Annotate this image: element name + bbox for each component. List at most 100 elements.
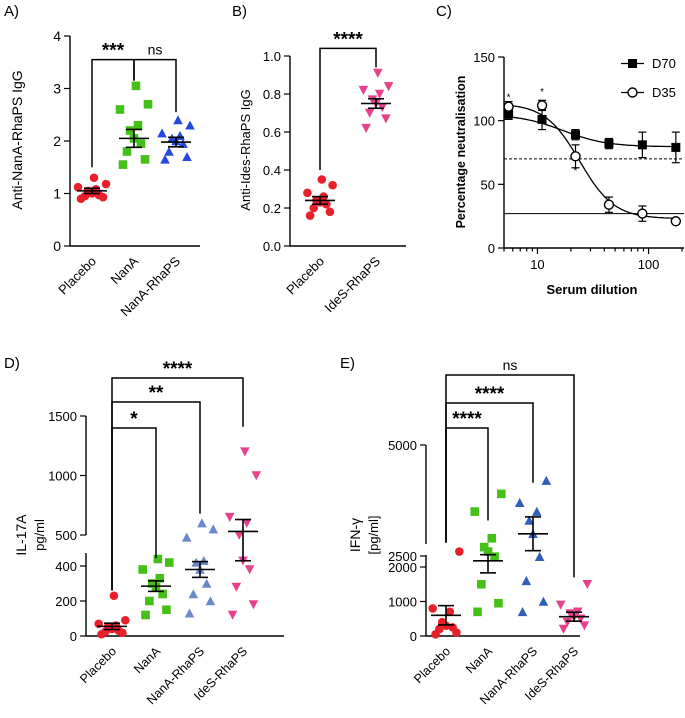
data-point — [473, 607, 482, 617]
significance-label: **** — [333, 29, 363, 50]
y-tick-label: 1000 — [48, 469, 77, 484]
significance-bracket — [111, 427, 157, 591]
data-point-d70 — [504, 109, 514, 119]
data-point — [477, 579, 486, 589]
x-tick-label: NanA — [131, 644, 163, 676]
y-tick-label: 500 — [55, 528, 77, 543]
y-tick-label: 5000 — [388, 438, 417, 453]
data-point — [121, 615, 130, 625]
data-point-d70 — [570, 130, 580, 140]
data-point — [118, 160, 128, 169]
data-point — [145, 596, 154, 606]
data-point — [208, 524, 219, 534]
data-point — [125, 126, 135, 135]
data-point — [248, 600, 259, 610]
data-point — [251, 471, 262, 481]
significance-asterisk: * — [540, 87, 544, 98]
y-tick-label: 2500 — [388, 549, 417, 564]
data-point — [558, 624, 569, 634]
x-tick-label: 10 — [530, 257, 544, 272]
data-point — [562, 617, 573, 627]
y-tick-label: 1.0 — [263, 49, 281, 64]
data-point — [305, 211, 315, 220]
y-tick-label: 0 — [70, 629, 77, 644]
data-point — [497, 489, 506, 499]
y-tick-label: 1500 — [48, 409, 77, 424]
data-point — [109, 591, 119, 601]
data-point — [534, 551, 545, 561]
data-point-d35 — [637, 208, 648, 219]
panel-a-y-label: Anti-NanA-RhaPS IgG — [9, 70, 25, 209]
y-tick-label: 400 — [55, 559, 77, 574]
panel-b-y-label: Anti-Ides-RhaPS IgG — [238, 89, 253, 210]
x-tick-label: Placebo — [283, 254, 327, 298]
panel-e-points — [428, 475, 593, 639]
data-point — [205, 596, 216, 606]
data-point — [197, 518, 207, 528]
data-point — [101, 179, 111, 189]
data-point — [158, 589, 167, 599]
fit-curve-d70 — [505, 115, 677, 148]
data-point — [182, 151, 192, 162]
data-point-d35 — [670, 216, 682, 227]
data-point — [181, 532, 192, 542]
data-point — [165, 558, 174, 567]
data-point — [367, 95, 378, 105]
significance-bracket — [133, 58, 177, 113]
panel-e-significance: **** **** ns — [445, 357, 575, 578]
data-point — [244, 565, 255, 575]
panel-c-y-ticks: 0 50 100 150 — [473, 50, 504, 256]
data-point — [160, 154, 170, 164]
data-point-d35 — [503, 101, 514, 112]
panel-b-significance: **** — [319, 29, 377, 170]
data-point — [383, 82, 394, 92]
panel-c-x-label: Serum dilution — [547, 282, 638, 297]
data-point — [136, 139, 146, 148]
y-tick-label: 2 — [53, 133, 61, 149]
panel-a-label: A) — [4, 3, 19, 20]
panel-c-x-ticks: 10 100 — [503, 248, 683, 272]
y-tick-label: 0.0 — [263, 239, 281, 254]
panel-c-legend: D70 D35 — [621, 56, 676, 100]
panel-d-y-unit: pg/ml — [32, 519, 47, 551]
panel-b-means — [305, 97, 391, 205]
y-tick-label: 1 — [53, 186, 61, 202]
y-tick-label: 0 — [53, 238, 61, 254]
panel-a-means — [77, 128, 191, 195]
panel-a-significance: *** ns — [91, 41, 177, 168]
panel-a: A) Anti-NanA-RhaPS IgG 0 1 2 3 4 Placebo NanA… — [4, 3, 200, 319]
panel-d-points — [94, 447, 262, 639]
data-point — [494, 598, 503, 608]
data-point — [199, 555, 209, 566]
data-point — [532, 506, 542, 516]
data-point — [242, 518, 252, 528]
data-point-d35 — [536, 100, 548, 111]
data-point — [582, 579, 593, 590]
data-point-d70 — [671, 142, 681, 152]
significance-asterisk: * — [507, 92, 511, 103]
data-point-d35 — [570, 151, 581, 162]
data-point — [157, 128, 167, 138]
data-point — [361, 123, 371, 133]
data-point — [374, 89, 385, 99]
data-point — [141, 610, 150, 620]
panel-c-reference-lines — [504, 158, 684, 215]
data-point — [303, 188, 312, 198]
significance-label: ** — [149, 383, 164, 404]
panel-d-label: D) — [4, 355, 20, 372]
panel-a-points — [73, 81, 195, 204]
data-point — [143, 99, 153, 109]
data-point — [490, 552, 499, 561]
significance-label: * — [130, 409, 138, 430]
data-point — [185, 120, 195, 130]
data-point — [524, 515, 534, 525]
y-tick-label: 3 — [53, 81, 61, 97]
y-tick-label: 150 — [473, 50, 495, 65]
panel-d-means — [97, 518, 258, 631]
panel-e-y-unit: [pg/ml] — [366, 515, 381, 554]
